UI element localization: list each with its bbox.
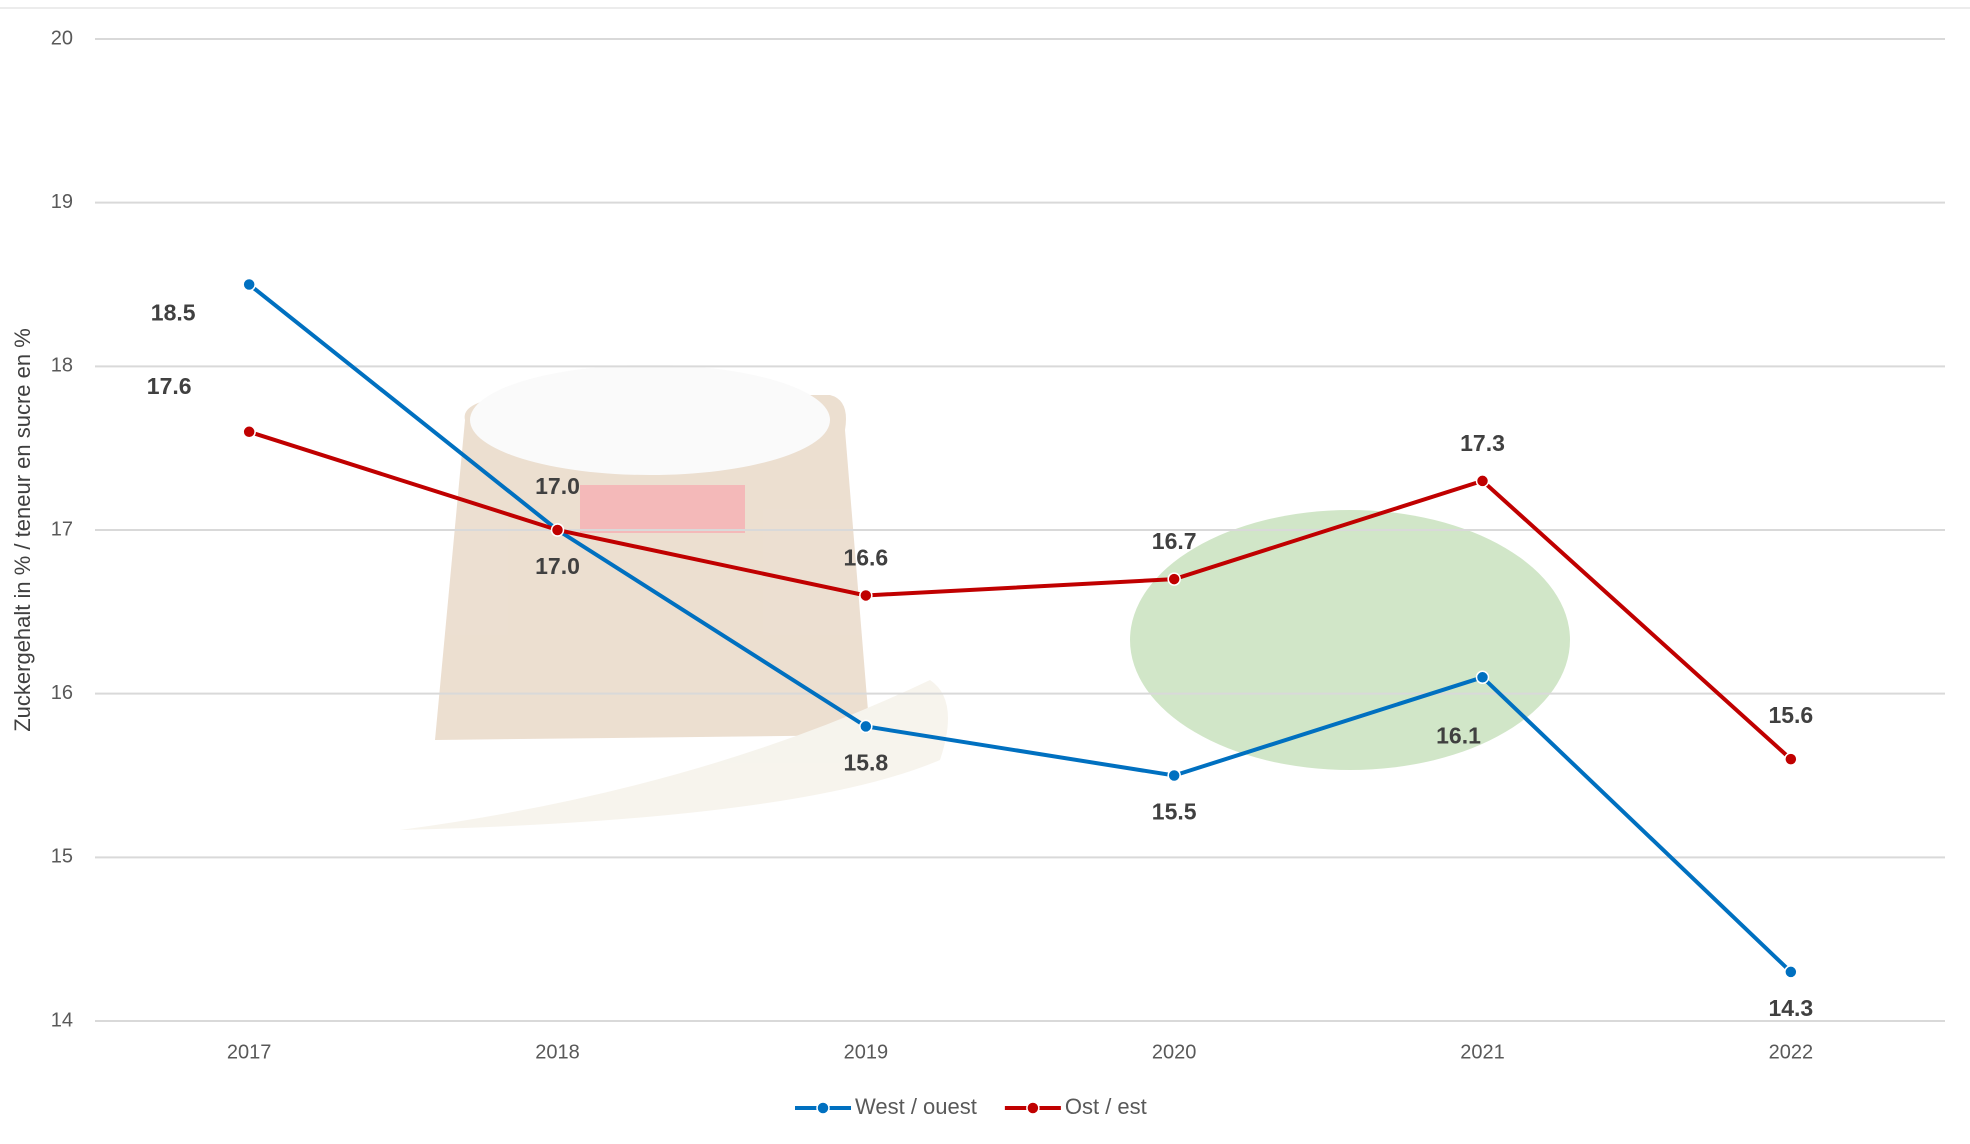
data-point [859, 588, 873, 603]
data-label: 14.3 [1768, 995, 1813, 1021]
series-line [247, 282, 1793, 974]
x-tick-label: 2021 [1460, 1041, 1505, 1063]
data-label: 15.8 [843, 749, 888, 775]
legend-marker [1026, 1101, 1040, 1115]
background-illustration [400, 365, 1570, 830]
y-tick-label: 16 [51, 682, 73, 704]
data-label: 17.0 [535, 553, 580, 579]
data-point [1475, 670, 1490, 685]
data-label: 16.6 [843, 545, 888, 571]
x-tick-label: 2020 [1152, 1041, 1197, 1063]
data-label: 15.6 [1768, 702, 1813, 728]
x-tick-label: 2018 [535, 1041, 580, 1063]
x-tick-label: 2022 [1769, 1041, 1814, 1063]
y-tick-label: 17 [51, 518, 73, 540]
y-tick-label: 15 [51, 846, 73, 868]
x-tick-label: 2019 [844, 1041, 889, 1063]
data-label: 17.3 [1460, 430, 1505, 456]
y-tick-label: 19 [51, 191, 73, 213]
data-point [1475, 474, 1490, 488]
data-point [1784, 965, 1798, 979]
data-point [242, 277, 256, 292]
data-point [550, 523, 565, 537]
y-tick-label: 18 [51, 355, 73, 377]
data-label: 18.5 [151, 300, 196, 326]
data-point [242, 425, 256, 439]
data-label: 16.7 [1152, 528, 1197, 554]
data-point [859, 719, 873, 734]
data-label: 17.6 [147, 373, 192, 399]
legend-label: West / ouest [855, 1094, 977, 1119]
data-point [1167, 768, 1181, 783]
y-axis-title: Zuckergehalt in % / teneur en sucre en % [10, 328, 35, 732]
y-tick-label: 20 [51, 27, 73, 49]
data-label: 16.1 [1436, 722, 1481, 748]
y-tick-label: 14 [51, 1009, 73, 1031]
data-label: 15.5 [1152, 799, 1197, 825]
legend-marker [816, 1101, 830, 1115]
x-tick-label: 2017 [227, 1041, 272, 1063]
data-point [1167, 572, 1181, 586]
data-point [1784, 752, 1798, 766]
legend-label: Ost / est [1065, 1094, 1147, 1119]
series-line [248, 429, 1793, 761]
data-label: 17.0 [535, 473, 580, 499]
